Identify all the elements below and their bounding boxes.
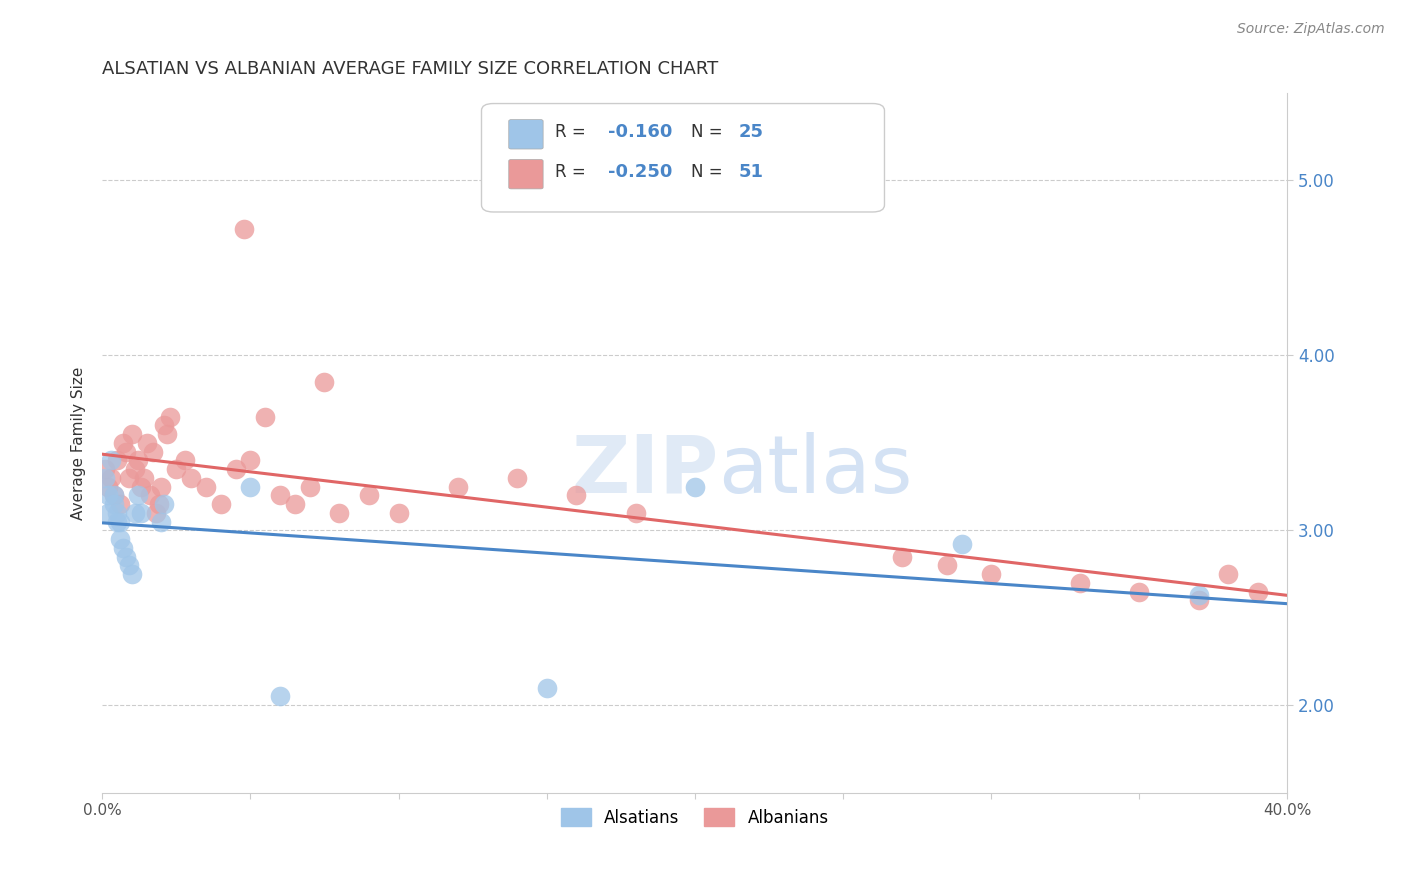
- Point: [115, 549, 138, 564]
- Point: [314, 375, 336, 389]
- Point: [150, 479, 173, 493]
- Point: [1218, 567, 1240, 582]
- Point: [174, 453, 197, 467]
- Point: [1128, 584, 1150, 599]
- Point: [142, 444, 165, 458]
- Point: [138, 488, 160, 502]
- Text: N =: N =: [692, 122, 728, 141]
- Point: [121, 427, 143, 442]
- Point: [97, 488, 120, 502]
- Point: [103, 497, 125, 511]
- Text: ZIP: ZIP: [571, 432, 718, 510]
- Point: [159, 409, 181, 424]
- Point: [121, 567, 143, 582]
- Text: Source: ZipAtlas.com: Source: ZipAtlas.com: [1237, 22, 1385, 37]
- Point: [891, 549, 914, 564]
- Text: atlas: atlas: [718, 432, 912, 510]
- Point: [100, 453, 122, 467]
- Point: [118, 558, 141, 573]
- Point: [165, 462, 187, 476]
- Point: [233, 222, 256, 236]
- Point: [105, 453, 128, 467]
- Point: [506, 471, 529, 485]
- Y-axis label: Average Family Size: Average Family Size: [72, 366, 86, 519]
- Point: [624, 506, 647, 520]
- Legend: Alsatians, Albanians: Alsatians, Albanians: [554, 802, 835, 833]
- Point: [284, 497, 307, 511]
- Point: [387, 506, 409, 520]
- Point: [447, 479, 470, 493]
- FancyBboxPatch shape: [509, 120, 543, 149]
- Text: 51: 51: [738, 163, 763, 181]
- Text: R =: R =: [555, 122, 591, 141]
- Point: [536, 681, 558, 695]
- Point: [127, 488, 149, 502]
- Point: [148, 497, 170, 511]
- Point: [100, 471, 122, 485]
- Point: [132, 471, 155, 485]
- Point: [225, 462, 247, 476]
- Point: [108, 515, 131, 529]
- Point: [145, 506, 167, 520]
- Text: -0.160: -0.160: [609, 122, 672, 141]
- Point: [108, 532, 131, 546]
- Point: [150, 515, 173, 529]
- Point: [127, 453, 149, 467]
- Point: [180, 471, 202, 485]
- Point: [97, 479, 120, 493]
- Point: [108, 497, 131, 511]
- Point: [111, 435, 134, 450]
- Point: [129, 506, 152, 520]
- Point: [156, 427, 179, 442]
- Point: [1247, 584, 1270, 599]
- FancyBboxPatch shape: [481, 103, 884, 212]
- Text: R =: R =: [555, 163, 591, 181]
- Point: [239, 479, 262, 493]
- Point: [1187, 593, 1209, 607]
- Point: [239, 453, 262, 467]
- Point: [269, 690, 291, 704]
- Point: [103, 488, 125, 502]
- Text: 25: 25: [738, 122, 763, 141]
- Point: [111, 541, 134, 555]
- Point: [153, 418, 176, 433]
- Point: [105, 515, 128, 529]
- Point: [950, 537, 973, 551]
- Point: [1187, 588, 1209, 602]
- Point: [269, 488, 291, 502]
- Point: [1069, 575, 1091, 590]
- Point: [94, 462, 117, 476]
- Text: ALSATIAN VS ALBANIAN AVERAGE FAMILY SIZE CORRELATION CHART: ALSATIAN VS ALBANIAN AVERAGE FAMILY SIZE…: [103, 60, 718, 78]
- Point: [124, 506, 146, 520]
- Point: [105, 506, 128, 520]
- Text: N =: N =: [692, 163, 728, 181]
- Point: [94, 471, 117, 485]
- Point: [118, 471, 141, 485]
- Point: [565, 488, 588, 502]
- Point: [298, 479, 321, 493]
- Point: [328, 506, 350, 520]
- FancyBboxPatch shape: [509, 160, 543, 189]
- Text: -0.250: -0.250: [609, 163, 672, 181]
- Point: [254, 409, 277, 424]
- Point: [97, 506, 120, 520]
- Point: [357, 488, 380, 502]
- Point: [935, 558, 957, 573]
- Point: [209, 497, 232, 511]
- Point: [153, 497, 176, 511]
- Point: [194, 479, 217, 493]
- Point: [135, 435, 157, 450]
- Point: [129, 479, 152, 493]
- Point: [124, 462, 146, 476]
- Point: [115, 444, 138, 458]
- Point: [683, 479, 706, 493]
- Point: [980, 567, 1002, 582]
- Point: [103, 488, 125, 502]
